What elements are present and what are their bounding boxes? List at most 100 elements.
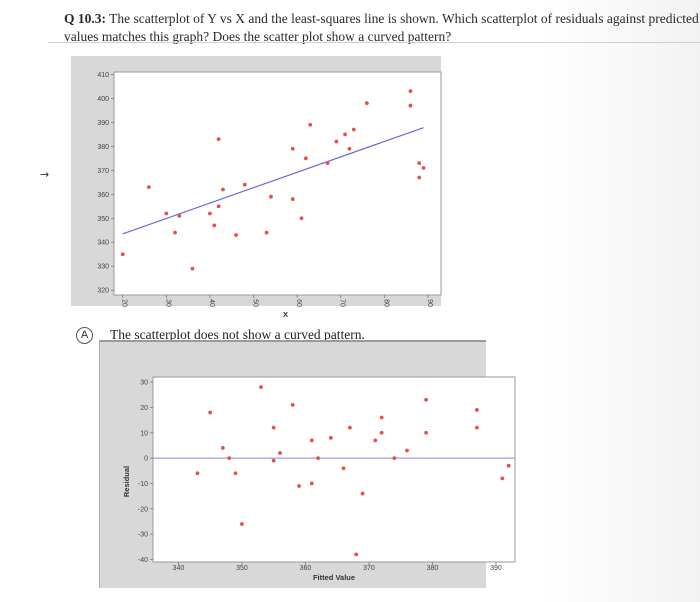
option-a-radio[interactable]: A (76, 327, 93, 344)
option-a-text: The scatterplot does not show a curved p… (110, 327, 365, 342)
data-point (354, 552, 359, 557)
data-point (373, 438, 378, 443)
x-tick-label: 350 (236, 565, 248, 572)
y-axis-title: Residual (122, 466, 131, 497)
data-point (271, 425, 276, 430)
x-tick-label: 370 (363, 565, 375, 572)
data-point (421, 166, 426, 170)
x-tick-label: 70 (339, 299, 346, 307)
data-point (351, 127, 356, 132)
data-point (216, 137, 221, 142)
data-point (234, 233, 238, 237)
data-point (328, 435, 333, 440)
y-tick-label: 400 (97, 96, 109, 103)
data-point (309, 481, 314, 486)
data-point (259, 385, 263, 390)
page-shading (540, 0, 700, 602)
data-point (474, 425, 479, 430)
data-point (240, 522, 244, 526)
data-point (408, 103, 413, 108)
data-point (208, 211, 212, 216)
y-tick-label: 350 (97, 216, 109, 223)
question-text: Q 10.3: The scatterplot of Y vs X and th… (64, 10, 700, 46)
data-point (212, 223, 217, 228)
x-tick-label: 50 (252, 299, 259, 307)
y-tick-label: 370 (97, 168, 109, 175)
y-tick-label: 380 (97, 144, 109, 151)
data-point (325, 161, 330, 166)
y-tick-label: 330 (97, 264, 109, 271)
data-point (334, 139, 339, 144)
x-tick-label: 90 (426, 299, 433, 307)
data-point (506, 463, 511, 468)
data-point (474, 408, 479, 412)
divider (48, 42, 700, 43)
x-tick-label: 20 (121, 299, 128, 307)
x-tick-label: 80 (382, 299, 389, 307)
data-point (424, 397, 428, 402)
data-point (364, 101, 369, 106)
data-point (221, 187, 225, 192)
data-point (405, 448, 409, 453)
data-point (242, 182, 247, 187)
scatterplot-y-vs-x-svg: 320 330 340 350 360 370 380 390 400 410 20 30 40 50 60… (97, 71, 442, 319)
y-tick-label: 10 (140, 430, 148, 437)
data-point (347, 425, 352, 430)
x-tick-label: 30 (164, 299, 171, 307)
data-point (216, 204, 221, 209)
data-point (341, 466, 346, 471)
scatterplot-y-vs-x: 320 330 340 350 360 370 380 390 400 410 20 30 40 50 60… (71, 56, 442, 319)
data-point (417, 175, 422, 180)
data-point (146, 185, 151, 189)
y-tick-label: 0 (144, 456, 148, 463)
question-body: The scatterplot of Y vs X and the least-… (64, 11, 699, 44)
plot-area (152, 376, 516, 563)
data-point (208, 410, 213, 415)
data-point (220, 446, 225, 450)
data-point (290, 146, 295, 151)
data-point (278, 451, 282, 455)
data-point (177, 213, 182, 218)
residual-scatterplot-svg: -40 -30 -20 -10 0 10 20 30 340 350 360 370 380 390 Fit… (122, 376, 516, 582)
x-axis-title: X (283, 310, 288, 319)
residual-scatterplot: -40 -30 -20 -10 0 10 20 30 340 350 360 370 380 390 Fit… (99, 340, 516, 588)
data-point (408, 89, 413, 94)
x-tick-label: 380 (427, 565, 439, 572)
data-point (264, 230, 269, 235)
question-number: Q 10.3: (64, 11, 106, 26)
data-point (343, 132, 347, 137)
y-tick-label: -30 (138, 532, 148, 539)
least-squares-line (122, 127, 424, 235)
x-tick-label: 360 (300, 565, 312, 572)
arrow-icon: → (40, 168, 50, 181)
data-point (233, 471, 238, 476)
data-point (309, 438, 314, 443)
y-tick-label: -20 (138, 506, 148, 513)
data-point (227, 456, 232, 460)
data-point (303, 156, 308, 161)
y-tick-label: 410 (97, 72, 109, 79)
data-point (500, 476, 505, 481)
y-tick-label: 360 (97, 192, 109, 199)
data-point (299, 216, 304, 221)
data-point (424, 430, 428, 435)
y-tick-label: 20 (140, 405, 148, 412)
data-point (360, 491, 365, 496)
y-tick-label: -40 (138, 557, 148, 564)
data-point (290, 197, 295, 201)
data-point (290, 402, 295, 407)
y-tick-label: 30 (140, 380, 148, 387)
data-point (297, 484, 301, 488)
y-tick-label: 340 (97, 240, 109, 247)
data-point (392, 456, 397, 460)
data-point (269, 194, 273, 199)
data-point (190, 266, 195, 271)
data-point (195, 471, 200, 476)
data-point (347, 146, 352, 151)
data-point (120, 252, 125, 257)
data-point (379, 415, 384, 420)
data-point (173, 230, 177, 235)
y-tick-label: 390 (97, 120, 109, 127)
data-point (316, 456, 321, 460)
y-tick-label: 320 (97, 288, 109, 295)
